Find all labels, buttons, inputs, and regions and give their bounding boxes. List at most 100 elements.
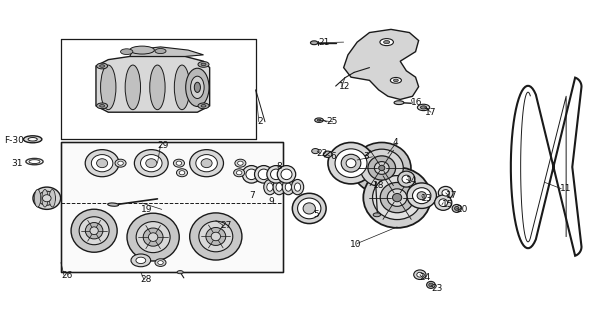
Ellipse shape xyxy=(328,142,374,184)
Text: 5: 5 xyxy=(313,210,318,219)
Ellipse shape xyxy=(398,171,415,187)
Ellipse shape xyxy=(380,182,414,213)
Ellipse shape xyxy=(394,101,404,105)
Polygon shape xyxy=(344,29,419,100)
Ellipse shape xyxy=(71,209,117,252)
Ellipse shape xyxy=(118,161,123,165)
Text: 17: 17 xyxy=(446,190,458,200)
Text: 6: 6 xyxy=(330,152,336,161)
Ellipse shape xyxy=(201,105,206,107)
Ellipse shape xyxy=(146,159,157,168)
Ellipse shape xyxy=(373,176,422,220)
Text: 8: 8 xyxy=(276,162,282,171)
Ellipse shape xyxy=(100,65,105,67)
Ellipse shape xyxy=(414,270,426,279)
Ellipse shape xyxy=(238,161,243,165)
Ellipse shape xyxy=(442,190,449,196)
Ellipse shape xyxy=(199,221,233,252)
Text: 15: 15 xyxy=(442,200,453,209)
Ellipse shape xyxy=(176,161,182,165)
Ellipse shape xyxy=(427,281,436,288)
Ellipse shape xyxy=(97,103,108,109)
Ellipse shape xyxy=(150,65,165,110)
Ellipse shape xyxy=(452,204,461,212)
Ellipse shape xyxy=(148,233,158,241)
Text: F-30: F-30 xyxy=(4,136,23,145)
Ellipse shape xyxy=(435,195,452,210)
Ellipse shape xyxy=(201,63,206,66)
Ellipse shape xyxy=(155,49,166,53)
Ellipse shape xyxy=(100,65,116,110)
Ellipse shape xyxy=(90,227,99,235)
Text: 25: 25 xyxy=(326,117,338,126)
Ellipse shape xyxy=(439,199,447,206)
Polygon shape xyxy=(96,56,209,112)
Ellipse shape xyxy=(194,82,200,92)
Ellipse shape xyxy=(173,159,184,167)
Ellipse shape xyxy=(134,150,168,177)
Ellipse shape xyxy=(136,257,146,264)
Ellipse shape xyxy=(323,151,332,157)
Ellipse shape xyxy=(273,180,285,195)
Ellipse shape xyxy=(407,183,437,208)
Ellipse shape xyxy=(310,41,318,45)
Ellipse shape xyxy=(198,61,209,67)
Ellipse shape xyxy=(363,167,431,228)
Ellipse shape xyxy=(211,232,221,241)
Ellipse shape xyxy=(379,165,385,171)
Ellipse shape xyxy=(439,187,453,199)
Text: 28: 28 xyxy=(141,275,152,284)
Ellipse shape xyxy=(237,171,242,175)
Ellipse shape xyxy=(108,203,119,206)
Ellipse shape xyxy=(174,65,190,110)
Text: 17: 17 xyxy=(425,108,436,117)
Ellipse shape xyxy=(196,155,217,172)
Text: 9: 9 xyxy=(268,197,274,206)
Text: 2: 2 xyxy=(257,117,263,126)
Ellipse shape xyxy=(267,183,273,191)
Ellipse shape xyxy=(421,106,427,109)
Ellipse shape xyxy=(380,39,394,46)
Ellipse shape xyxy=(130,46,155,54)
Ellipse shape xyxy=(177,270,183,274)
Ellipse shape xyxy=(190,76,204,99)
Ellipse shape xyxy=(198,103,209,109)
Ellipse shape xyxy=(368,156,395,180)
Ellipse shape xyxy=(34,189,41,207)
Polygon shape xyxy=(130,47,203,56)
Ellipse shape xyxy=(143,228,163,246)
Ellipse shape xyxy=(97,159,108,168)
Ellipse shape xyxy=(242,165,261,183)
Ellipse shape xyxy=(254,165,273,183)
Ellipse shape xyxy=(127,213,179,261)
Ellipse shape xyxy=(33,187,60,209)
Ellipse shape xyxy=(384,41,390,44)
Ellipse shape xyxy=(352,142,411,194)
Ellipse shape xyxy=(26,158,43,165)
Ellipse shape xyxy=(155,259,166,267)
Ellipse shape xyxy=(270,169,282,180)
Ellipse shape xyxy=(360,149,403,187)
Ellipse shape xyxy=(291,180,304,195)
Ellipse shape xyxy=(201,159,212,168)
Ellipse shape xyxy=(85,150,119,177)
Ellipse shape xyxy=(303,203,315,214)
Polygon shape xyxy=(511,78,582,256)
Ellipse shape xyxy=(121,49,133,54)
Text: 13: 13 xyxy=(421,194,432,203)
Ellipse shape xyxy=(293,193,326,224)
Ellipse shape xyxy=(455,206,459,210)
Text: 27: 27 xyxy=(221,221,232,230)
Ellipse shape xyxy=(281,169,292,180)
Ellipse shape xyxy=(246,169,257,180)
Polygon shape xyxy=(61,141,283,272)
Ellipse shape xyxy=(276,183,282,191)
Ellipse shape xyxy=(264,180,276,195)
Ellipse shape xyxy=(235,159,246,167)
Ellipse shape xyxy=(285,183,291,191)
Text: 20: 20 xyxy=(456,205,468,214)
Ellipse shape xyxy=(417,192,426,200)
Text: 18: 18 xyxy=(373,181,384,190)
Ellipse shape xyxy=(375,162,389,174)
Text: 23: 23 xyxy=(431,284,442,292)
